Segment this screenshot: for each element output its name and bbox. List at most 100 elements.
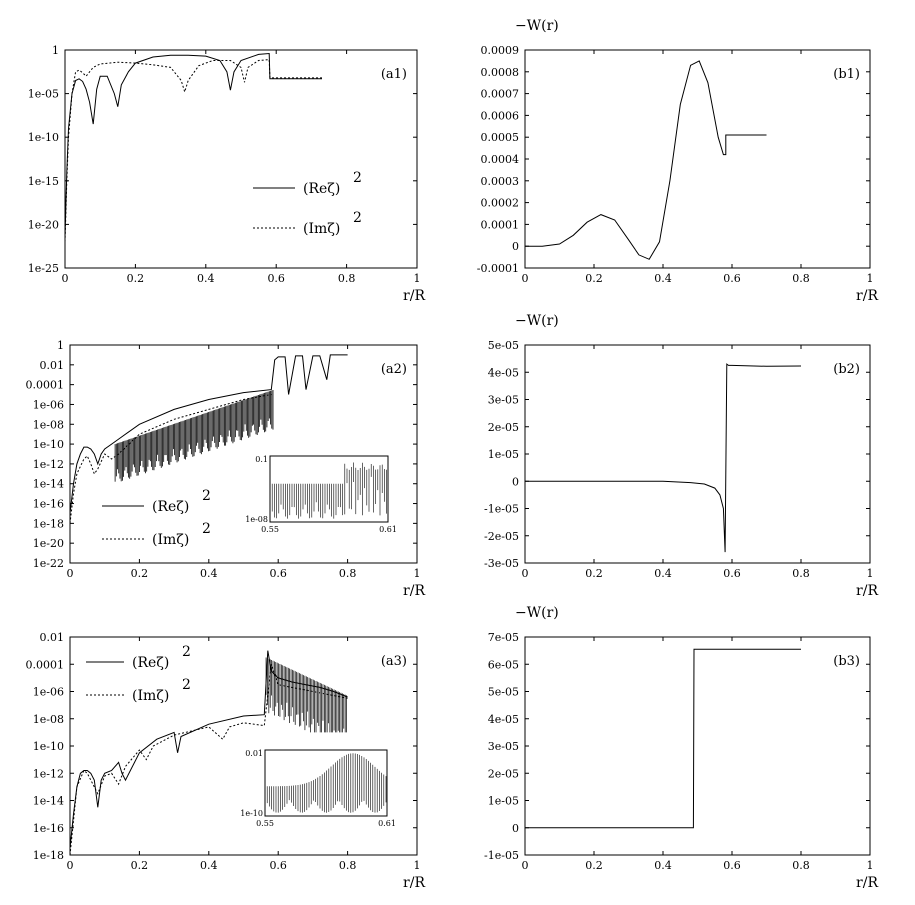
inset: 0.55 0.61 0.1 1e-08	[245, 455, 397, 534]
x-tick-label: 0.4	[200, 567, 218, 580]
panel-label: (b2)	[833, 362, 860, 377]
series-line-im	[70, 394, 272, 524]
x-tick-label: 0.2	[131, 567, 149, 580]
panel-a2: 0 0.2 0.4 0.6 0.8 1 1 0.01 0.0001 1e-06 1e-08 1e-10…	[26, 339, 426, 599]
y-tick-label: 1e-22	[33, 557, 64, 570]
inset: 0.55 0.61 0.01 1e-10	[240, 749, 396, 828]
series-line-re	[525, 648, 801, 829]
x-tick-label: 0.6	[723, 272, 741, 285]
y-tick-label: 1e-20	[28, 218, 59, 231]
y-tick-label: 1e-20	[33, 537, 64, 550]
y-tick-label: 0.0005	[481, 131, 520, 144]
x-tick-label: 1	[867, 272, 874, 285]
legend-exponent: 2	[202, 521, 211, 537]
y-tick-label: 3e-05	[488, 740, 519, 753]
y-tick-label: 0.0001	[481, 218, 520, 231]
inset-x-tick-label: 0.55	[256, 819, 274, 828]
x-tick-label: 0.4	[654, 567, 672, 580]
y-tick-label: 0.01	[40, 359, 65, 372]
y-tick-label: 1e-06	[33, 398, 64, 411]
legend-exponent: 2	[182, 644, 191, 660]
x-tick-label: 0.8	[339, 567, 357, 580]
oscillation-band	[265, 657, 347, 733]
y-tick-label: 0.0001	[26, 379, 65, 392]
x-axis-label: r/R	[403, 875, 425, 891]
inset-oscillation	[270, 462, 387, 519]
panel-a1: 0 0.2 0.4 0.6 0.8 1 1 1e-05 1e-10 1e-15 1e-20 1e-25…	[28, 44, 426, 304]
y-tick-label: 1e-18	[33, 517, 64, 530]
y-tick-label: 0	[512, 822, 519, 835]
y-tick-label: 1e-10	[33, 740, 64, 753]
x-axis-label: r/R	[856, 875, 878, 891]
legend-label: (Reζ)	[303, 181, 340, 197]
y-tick-label: 4e-05	[488, 713, 519, 726]
y-tick-label: 0.0008	[481, 66, 520, 79]
y-tick-label: 0.0006	[481, 109, 520, 122]
y-tick-label: 1e-14	[33, 795, 64, 808]
y-tick-label: 1e-08	[33, 418, 64, 431]
y-tick-label: 0.0003	[481, 175, 520, 188]
x-tick-label: 0.4	[654, 859, 672, 872]
x-tick-label: 1	[867, 859, 874, 872]
panel-b1: 0 0.2 0.4 0.6 0.8 1 0.0009 0.0008 0.0007 0.0006 0.…	[477, 18, 879, 304]
panel-label: (b1)	[833, 67, 860, 82]
y-tick-label: 0.0002	[481, 197, 520, 210]
y-tick-label: 0	[512, 475, 519, 488]
y-tick-label: 1e-15	[28, 175, 59, 188]
inset-y-tick-label: 0.01	[245, 749, 263, 758]
x-tick-label: 0	[67, 567, 74, 580]
y-tick-label: 4e-05	[488, 366, 519, 379]
legend-label: (Reζ)	[132, 655, 169, 671]
y-tick-label: 1e-18	[33, 849, 64, 862]
inset-y-tick-label: 0.1	[255, 455, 268, 464]
panel-label: (a2)	[381, 362, 407, 377]
plot-frame	[524, 636, 871, 856]
panel-label: (b3)	[833, 654, 860, 669]
y-tick-label: 1	[57, 339, 64, 352]
y-tick-label: -0.0001	[477, 262, 519, 275]
legend-exponent: 2	[353, 210, 362, 226]
legend-label: (Imζ)	[132, 688, 169, 704]
y-tick-label: 1e-12	[33, 458, 64, 471]
y-tick-label: 5e-05	[488, 686, 519, 699]
x-axis-label: r/R	[403, 288, 425, 304]
x-tick-label: 0.4	[654, 272, 672, 285]
x-tick-label: 0.6	[269, 859, 287, 872]
y-tick-label: 1e-06	[33, 686, 64, 699]
x-tick-label: 0.8	[792, 272, 810, 285]
y-tick-label: 6e-05	[488, 658, 519, 671]
y-tick-label: 1e-10	[33, 438, 64, 451]
y-tick-label: 2e-05	[488, 767, 519, 780]
inset-frame	[264, 749, 388, 817]
y-tick-label: 0.0001	[26, 658, 65, 671]
x-tick-label: 0.8	[792, 567, 810, 580]
panel-label: (a1)	[381, 67, 407, 82]
y-tick-label: 0.0009	[481, 44, 520, 57]
panel-b3: 0 0.2 0.4 0.6 0.8 1 7e-05 6e-05 5e-05 4e-05 3e-05 2…	[484, 605, 878, 891]
y-tick-label: 1e-08	[33, 713, 64, 726]
x-tick-label: 0.2	[585, 272, 603, 285]
y-tick-label: 1	[52, 44, 59, 57]
x-tick-label: 0	[522, 272, 529, 285]
inset-y-tick-label: 1e-10	[240, 809, 263, 818]
y-tick-label: 1e-25	[28, 262, 59, 275]
legend-exponent: 2	[353, 170, 362, 186]
panel-b2: 0 0.2 0.4 0.6 0.8 1 5e-05 4e-05 3e-05 2e-05 1e-05 0…	[484, 313, 878, 599]
legend-label: (Imζ)	[303, 221, 340, 237]
x-tick-label: 0.2	[585, 567, 603, 580]
oscillation-band	[114, 389, 274, 482]
legend-label: (Reζ)	[152, 499, 189, 515]
x-tick-label: 1	[414, 567, 421, 580]
x-axis-label: r/R	[856, 288, 878, 304]
x-tick-label: 0	[67, 859, 74, 872]
inset-x-tick-label: 0.61	[378, 819, 396, 828]
x-tick-label: 0.2	[585, 859, 603, 872]
plot-frame	[69, 636, 418, 856]
x-tick-label: 0.8	[338, 272, 356, 285]
y-axis-label: −W(r)	[515, 18, 559, 34]
series-line-im	[70, 664, 348, 855]
x-tick-label: 0.8	[792, 859, 810, 872]
y-tick-label: -2e-05	[484, 530, 519, 543]
x-tick-label: 0	[522, 567, 529, 580]
x-tick-label: 0.6	[723, 859, 741, 872]
